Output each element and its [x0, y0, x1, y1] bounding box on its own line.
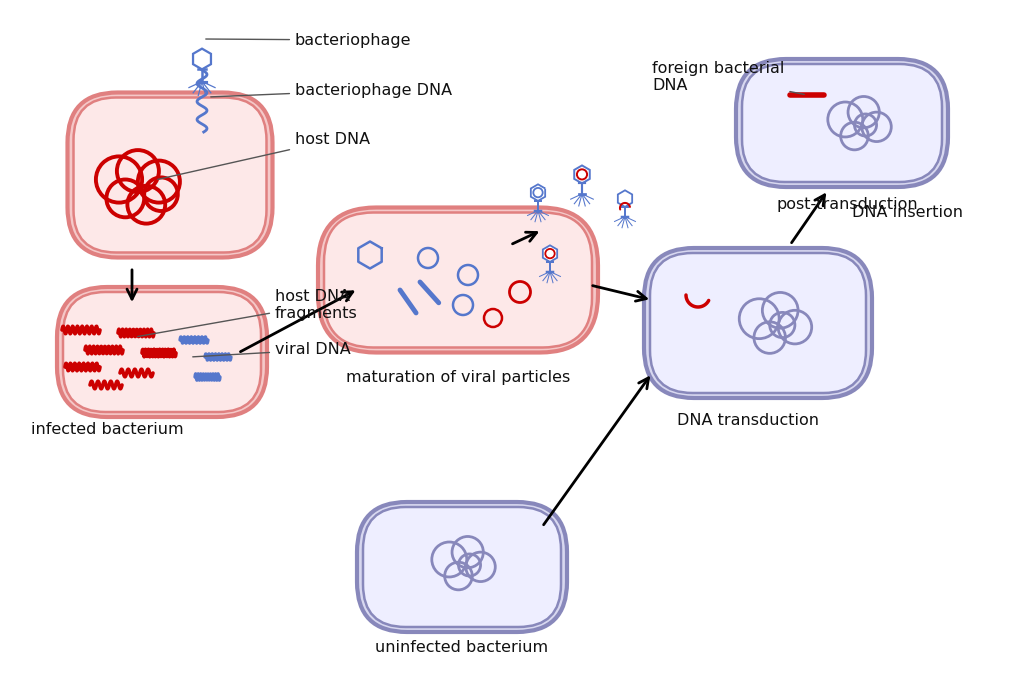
FancyBboxPatch shape: [357, 502, 567, 632]
Text: infected bacterium: infected bacterium: [31, 422, 183, 437]
FancyBboxPatch shape: [362, 507, 561, 627]
FancyBboxPatch shape: [650, 253, 866, 393]
Polygon shape: [530, 184, 545, 201]
FancyBboxPatch shape: [318, 208, 598, 352]
Text: foreign bacterial
DNA: foreign bacterial DNA: [652, 60, 804, 95]
Polygon shape: [194, 49, 211, 70]
FancyBboxPatch shape: [57, 287, 267, 417]
Text: bacteriophage DNA: bacteriophage DNA: [211, 83, 453, 97]
Text: host DNA
fragments: host DNA fragments: [138, 289, 357, 336]
Polygon shape: [617, 190, 632, 207]
Polygon shape: [543, 245, 557, 262]
FancyBboxPatch shape: [324, 213, 592, 348]
Text: DNA transduction: DNA transduction: [677, 413, 819, 428]
FancyBboxPatch shape: [644, 248, 872, 398]
Text: host DNA: host DNA: [158, 133, 370, 179]
Text: uninfected bacterium: uninfected bacterium: [376, 640, 549, 655]
FancyBboxPatch shape: [742, 64, 942, 182]
Text: viral DNA: viral DNA: [193, 343, 351, 357]
Text: post-transduction: post-transduction: [776, 197, 918, 212]
Text: maturation of viral particles: maturation of viral particles: [346, 370, 570, 385]
Text: DNA insertion: DNA insertion: [852, 205, 963, 220]
FancyBboxPatch shape: [63, 292, 261, 412]
FancyBboxPatch shape: [68, 92, 272, 258]
Polygon shape: [574, 165, 590, 183]
FancyBboxPatch shape: [74, 97, 266, 252]
FancyBboxPatch shape: [736, 59, 948, 187]
Text: bacteriophage: bacteriophage: [206, 33, 412, 47]
